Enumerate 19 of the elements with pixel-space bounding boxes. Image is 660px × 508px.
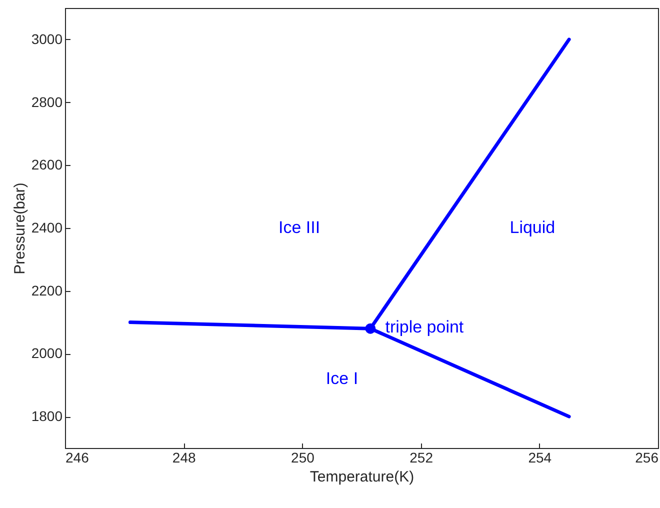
x-tick-label: 254 [528,450,552,466]
x-tick-label: 252 [410,450,434,466]
y-axis-title: Pressure(bar) [11,182,28,274]
x-axis-title: Temperature(K) [310,468,414,486]
annotation: triple point [385,318,464,337]
y-tick-label: 2600 [31,156,63,173]
annotation: Ice I [326,368,358,388]
annotation: Ice III [278,218,320,237]
y-tick-label: 2800 [31,94,63,110]
y-tick-label: 2000 [31,345,63,362]
x-tick-label: 250 [291,450,315,466]
x-tick-label: 256 [635,450,659,466]
y-tick-label: 2200 [31,282,63,298]
y-tick-label: 1800 [31,408,63,424]
y-tick-label: 2400 [31,220,63,236]
y-tick-label: 3000 [31,30,63,47]
x-tick-label: 246 [66,450,90,466]
annotation: Liquid [510,218,556,237]
x-tick-label: 248 [172,450,196,466]
